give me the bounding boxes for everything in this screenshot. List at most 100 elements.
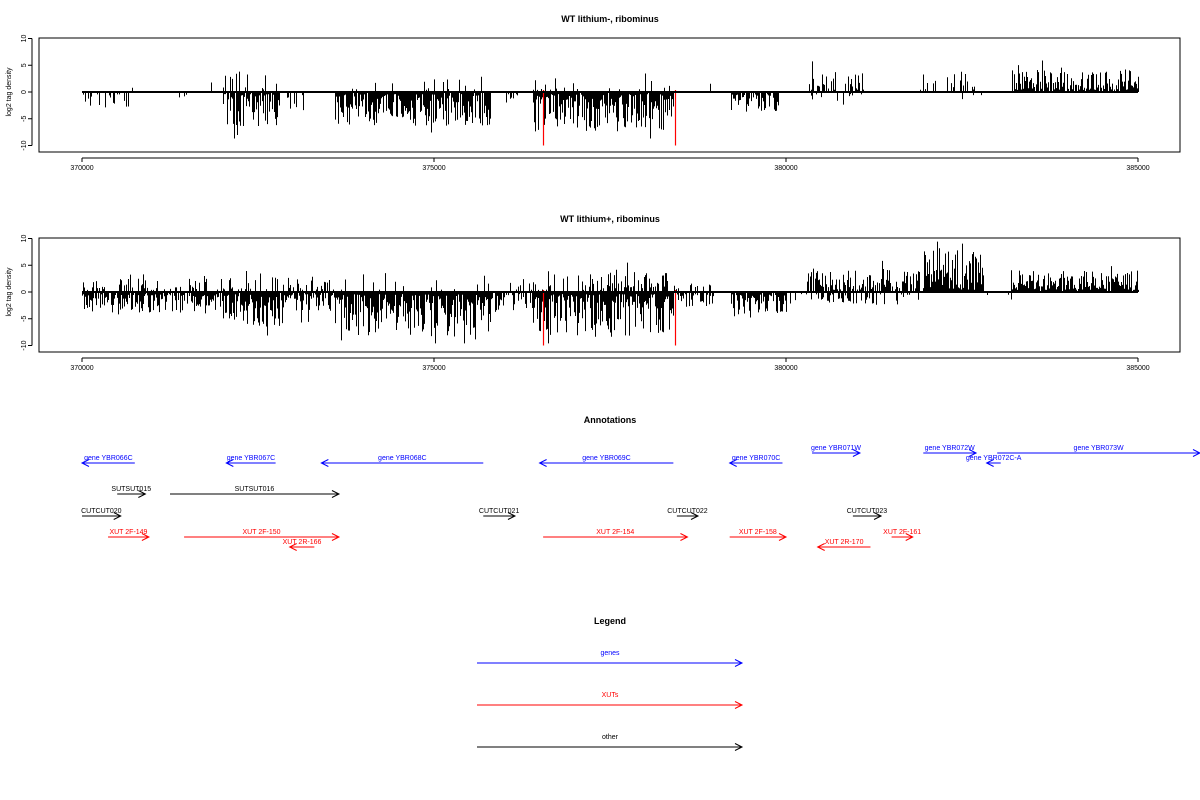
feature-arrow bbox=[816, 543, 871, 551]
feature-label: gene YBR071W bbox=[811, 445, 861, 452]
annotation-feature: SUTSUT015 bbox=[111, 486, 151, 498]
feature-label: gene YBR070C bbox=[732, 455, 781, 462]
chart-title: WT lithium-, ribominus bbox=[561, 14, 659, 24]
feature-arrow bbox=[477, 701, 744, 709]
legend-item-xut: XUTs bbox=[477, 692, 744, 709]
x-tick-label: 375000 bbox=[422, 365, 445, 372]
feature-arrow bbox=[82, 512, 122, 520]
annotation-feature: XUT 2R-170 bbox=[816, 539, 871, 551]
x-tick-label: 385000 bbox=[1126, 165, 1149, 172]
feature-arrow bbox=[997, 449, 1200, 457]
feature-label: gene YBR066C bbox=[84, 455, 133, 462]
feature-arrow bbox=[543, 533, 689, 541]
annotation-feature: gene YBR066C bbox=[80, 455, 135, 467]
y-tick-label: 5 bbox=[21, 263, 28, 267]
legend: Legend genes XUTs other bbox=[477, 616, 744, 751]
feature-arrow bbox=[320, 459, 484, 467]
x-tick-label: 370000 bbox=[70, 365, 93, 372]
feature-arrow bbox=[985, 459, 1001, 467]
legend-item-other: other bbox=[477, 734, 744, 751]
feature-arrow bbox=[225, 459, 276, 467]
annotation-feature: gene YBR070C bbox=[728, 455, 783, 467]
y-tick-label: 10 bbox=[21, 35, 28, 43]
y-axis-label: log2 tag density bbox=[6, 267, 13, 317]
feature-label: XUT 2F-158 bbox=[739, 529, 777, 536]
y-tick-label: -5 bbox=[21, 316, 28, 322]
annotation-feature: XUT 2F-150 bbox=[184, 529, 341, 541]
annotations-title: Annotations bbox=[584, 415, 637, 425]
feature-label: XUT 2F-161 bbox=[883, 529, 921, 536]
feature-arrow bbox=[117, 490, 147, 498]
annotations-panel: Annotations gene YBR066C gene YBR067C gene … bbox=[80, 415, 1200, 551]
annotation-feature: XUT 2F-154 bbox=[543, 529, 689, 541]
y-tick-label: 5 bbox=[21, 63, 28, 67]
annotation-feature: gene YBR072C-A bbox=[966, 455, 1022, 467]
legend-label: XUTs bbox=[602, 692, 619, 699]
legend-label: genes bbox=[600, 650, 620, 657]
y-tick-label: 10 bbox=[21, 235, 28, 243]
y-axis-label: log2 tag density bbox=[6, 67, 13, 117]
feature-arrow bbox=[852, 512, 883, 520]
feature-arrow bbox=[891, 533, 914, 541]
annotation-feature: gene YBR071W bbox=[811, 445, 861, 457]
annotation-feature: gene YBR073W bbox=[997, 445, 1200, 457]
annotation-feature: XUT 2F-158 bbox=[729, 529, 788, 541]
y-tick-label: -10 bbox=[21, 340, 28, 350]
feature-arrow bbox=[80, 459, 135, 467]
annotation-feature: CUTCUT023 bbox=[847, 508, 888, 520]
feature-label: gene YBR068C bbox=[378, 455, 427, 462]
feature-arrow bbox=[170, 490, 341, 498]
annotation-feature: CUTCUT022 bbox=[667, 508, 708, 520]
feature-label: gene YBR073W bbox=[1074, 445, 1124, 452]
annotation-feature: XUT 2F-149 bbox=[108, 529, 150, 541]
feature-label: gene YBR069C bbox=[582, 455, 631, 462]
feature-label: gene YBR067C bbox=[227, 455, 276, 462]
y-tick-label: 0 bbox=[21, 290, 28, 294]
density-panel-2: WT lithium+, ribominus 10 5 0 -5 -10 log2 tag … bbox=[6, 214, 1181, 372]
feature-arrow bbox=[812, 449, 862, 457]
legend-title: Legend bbox=[594, 616, 626, 626]
feature-arrow bbox=[676, 512, 700, 520]
feature-label: SUTSUT015 bbox=[111, 486, 151, 493]
annotation-feature: gene YBR068C bbox=[320, 455, 484, 467]
feature-arrow bbox=[288, 543, 315, 551]
feature-label: CUTCUT021 bbox=[479, 508, 520, 515]
density-bars bbox=[82, 241, 1139, 344]
feature-arrow bbox=[477, 743, 744, 751]
annotation-feature: SUTSUT016 bbox=[170, 486, 341, 498]
feature-label: gene YBR072C-A bbox=[966, 455, 1022, 462]
y-tick-label: -10 bbox=[21, 140, 28, 150]
feature-arrow bbox=[538, 459, 674, 467]
feature-arrow bbox=[483, 512, 517, 520]
annotation-feature: CUTCUT020 bbox=[81, 508, 122, 520]
feature-label: CUTCUT023 bbox=[847, 508, 888, 515]
annotation-feature: XUT 2R-166 bbox=[283, 539, 322, 551]
feature-arrow bbox=[728, 459, 783, 467]
annotation-feature: CUTCUT021 bbox=[479, 508, 520, 520]
x-tick-label: 375000 bbox=[422, 165, 445, 172]
chart-title: WT lithium+, ribominus bbox=[560, 214, 660, 224]
feature-label: CUTCUT020 bbox=[81, 508, 122, 515]
y-tick-label: -5 bbox=[21, 116, 28, 122]
feature-label: XUT 2R-166 bbox=[283, 539, 322, 546]
x-tick-label: 370000 bbox=[70, 165, 93, 172]
legend-item-gene: genes bbox=[477, 650, 744, 667]
feature-label: CUTCUT022 bbox=[667, 508, 708, 515]
feature-label: XUT 2R-170 bbox=[825, 539, 864, 546]
feature-arrow bbox=[729, 533, 788, 541]
feature-label: XUT 2F-150 bbox=[243, 529, 281, 536]
x-tick-label: 380000 bbox=[774, 365, 797, 372]
legend-label: other bbox=[602, 734, 619, 741]
feature-label: gene YBR072W bbox=[925, 445, 975, 452]
feature-arrow bbox=[923, 449, 978, 457]
feature-label: SUTSUT016 bbox=[235, 486, 275, 493]
annotation-feature: gene YBR072W bbox=[923, 445, 978, 457]
y-tick-label: 0 bbox=[21, 90, 28, 94]
annotation-feature: XUT 2F-161 bbox=[883, 529, 921, 541]
plot-frame bbox=[38, 237, 1181, 353]
feature-arrow bbox=[477, 659, 744, 667]
feature-label: XUT 2F-149 bbox=[109, 529, 147, 536]
annotation-feature: gene YBR067C bbox=[225, 455, 276, 467]
annotation-feature: gene YBR069C bbox=[538, 455, 674, 467]
